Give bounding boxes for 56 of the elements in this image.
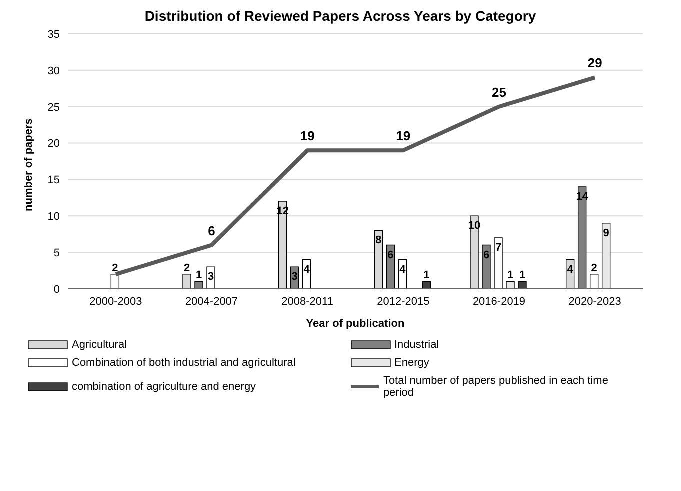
bar xyxy=(578,186,587,289)
data-label: 1 xyxy=(196,270,202,282)
legend-label: Agricultural xyxy=(72,339,128,351)
y-tick-label: 25 xyxy=(48,102,60,114)
legend-label: Energy xyxy=(394,357,430,369)
data-label: 29 xyxy=(588,56,602,71)
data-label: 3 xyxy=(208,271,214,284)
data-label: 6 xyxy=(388,249,394,262)
data-label: 9 xyxy=(603,227,610,240)
data-label: 25 xyxy=(492,84,506,100)
data-label: 7 xyxy=(495,242,502,254)
y-tick-label: 15 xyxy=(48,174,60,187)
data-label: 19 xyxy=(300,128,315,144)
x-tick-label: 2012-2015 xyxy=(377,296,430,308)
legend-label: Combination of both industrial and agricultural xyxy=(72,357,296,369)
legend-label: Industrial xyxy=(394,339,440,351)
data-label: 1 xyxy=(424,270,430,282)
x-axis-title: Year of publication xyxy=(306,318,405,330)
y-axis-title: number of papers xyxy=(22,118,35,212)
y-tick-label: 30 xyxy=(48,65,60,78)
data-label: 3 xyxy=(292,271,298,284)
x-tick-label: 2016-2019 xyxy=(472,296,526,308)
x-tick-label: 2000-2003 xyxy=(90,296,142,308)
data-label: 2 xyxy=(112,262,118,274)
data-label: 6 xyxy=(483,249,490,262)
data-label: 1 xyxy=(507,270,514,282)
legend-label: Total number of papers published in each time period xyxy=(383,375,610,399)
y-tick-label: 10 xyxy=(48,211,60,224)
bar xyxy=(506,281,515,289)
bar xyxy=(602,223,611,289)
data-label: 8 xyxy=(376,234,382,247)
chart-title: Distribution of Reviewed Papers Across Years by Category xyxy=(144,8,538,24)
bar xyxy=(518,281,527,289)
data-label: 2 xyxy=(591,262,598,274)
data-label: 4 xyxy=(400,264,407,276)
y-tick-label: 35 xyxy=(48,28,60,41)
legend-label: combination of agriculture and energy xyxy=(72,381,256,393)
x-tick-label: 2020-2023 xyxy=(568,296,622,308)
bar xyxy=(194,281,204,289)
y-tick-label: 0 xyxy=(54,284,60,296)
bar xyxy=(422,281,432,289)
data-label: 6 xyxy=(208,223,216,238)
bar xyxy=(482,244,491,289)
data-label: 2 xyxy=(184,262,190,274)
bar xyxy=(494,238,503,289)
data-label: 4 xyxy=(304,264,311,276)
bar xyxy=(110,274,120,289)
x-tick-label: 2004-2007 xyxy=(185,296,238,308)
y-tick-label: 5 xyxy=(54,247,60,260)
bar xyxy=(182,274,192,289)
x-tick-label: 2008-2011 xyxy=(282,296,334,308)
bar xyxy=(590,274,599,289)
y-tick-label: 20 xyxy=(48,138,60,150)
data-label: 4 xyxy=(567,264,574,276)
data-label: 19 xyxy=(396,128,411,144)
data-label: 1 xyxy=(519,270,526,282)
